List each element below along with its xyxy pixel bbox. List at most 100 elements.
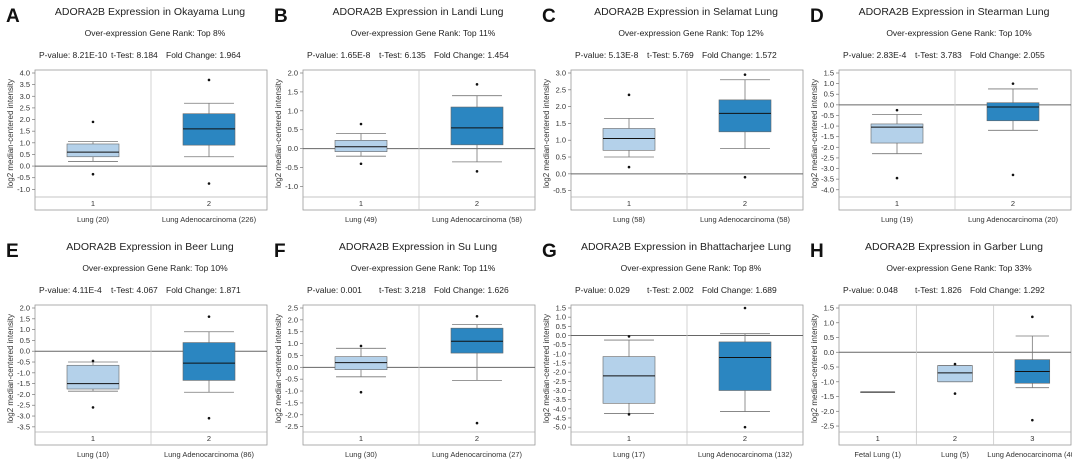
y-tick-label: -0.5 [821, 363, 834, 372]
y-tick-label: -0.5 [17, 358, 30, 367]
panel-h: H ADORA2B Expression in Garber Lung Over-e… [804, 235, 1072, 470]
box [450, 106, 504, 146]
y-axis-label: log2 median-centered intensity [542, 79, 551, 188]
outlier-point [91, 359, 95, 363]
t-test: t-Test: 6.135 [379, 50, 426, 60]
outlier-point [895, 176, 899, 180]
y-tick-label: -2.5 [553, 377, 566, 386]
group-label: Lung (20) [77, 215, 110, 224]
outlier-point [91, 172, 95, 176]
panel-f: F ADORA2B Expression in Su Lung Over-expre… [268, 235, 536, 470]
y-tick-label: 0.5 [824, 90, 834, 99]
group-index: 2 [475, 434, 479, 443]
outlier-point [1031, 418, 1034, 422]
chart-title: ADORA2B Expression in Landi Lung [332, 6, 503, 18]
y-tick-label: 1.0 [824, 79, 834, 88]
y-tick-label: 1.0 [288, 339, 298, 348]
y-axis-label: log2 median-centered intensity [810, 314, 819, 423]
group-index: 1 [359, 199, 363, 208]
y-tick-label: 1.5 [20, 127, 30, 136]
box [182, 342, 236, 381]
y-tick-label: 1.0 [288, 106, 298, 115]
gene-rank: Over-expression Gene Rank: Top 33% [886, 263, 1032, 273]
y-tick-label: 1.5 [824, 69, 834, 78]
outlier-point [359, 390, 363, 394]
fold-change: Fold Change: 1.964 [166, 50, 241, 60]
p-value: P-value: 0.029 [575, 285, 630, 295]
panel-label: G [542, 241, 557, 262]
y-tick-label: -3.5 [553, 395, 566, 404]
outlier-point [1031, 315, 1034, 319]
group-label: Lung (19) [881, 215, 914, 224]
box [718, 341, 772, 391]
box [870, 123, 924, 144]
outlier-point [743, 306, 747, 310]
y-tick-label: 1.5 [20, 314, 30, 323]
y-tick-label: 0.5 [20, 150, 30, 159]
y-axis-label: log2 median-centered intensity [6, 79, 15, 188]
outlier-point [1011, 82, 1015, 85]
y-tick-label: 1.5 [556, 304, 566, 313]
fold-change: Fold Change: 1.454 [434, 50, 509, 60]
y-tick-label: 0.0 [288, 363, 298, 372]
panel-label: H [810, 241, 824, 262]
outlier-point [627, 335, 631, 338]
y-tick-label: 3.5 [20, 80, 30, 89]
y-tick-label: 0.5 [288, 351, 298, 360]
group-index: 1 [627, 199, 631, 208]
outlier-point [475, 83, 479, 86]
group-label: Lung (10) [77, 450, 110, 459]
panel-d: D ADORA2B Expression in Stearman Lung Over… [804, 0, 1072, 235]
t-test: t-Test: 2.002 [647, 285, 694, 295]
y-tick-label: 2.5 [288, 304, 298, 313]
panel-g: G ADORA2B Expression in Bhattacharjee Lun… [536, 235, 804, 470]
fold-change: Fold Change: 1.572 [702, 50, 777, 60]
y-tick-label: 0.0 [556, 169, 566, 178]
y-tick-label: 2.5 [20, 103, 30, 112]
chart-title: ADORA2B Expression in Garber Lung [865, 241, 1043, 253]
y-tick-label: 2.0 [288, 69, 298, 78]
group-index: 2 [1011, 199, 1015, 208]
t-test: t-Test: 4.067 [111, 285, 158, 295]
group-index: 2 [207, 434, 211, 443]
boxplot-chart: H ADORA2B Expression in Garber Lung Over-e… [810, 241, 1072, 459]
box [66, 143, 120, 158]
y-axis-label: log2 median-centered intensity [542, 314, 551, 423]
boxplot-chart: G ADORA2B Expression in Bhattacharjee Lun… [542, 241, 804, 459]
y-tick-label: 0.5 [824, 333, 834, 342]
y-tick-label: 1.5 [288, 87, 298, 96]
t-test: t-Test: 1.826 [915, 285, 962, 295]
group-label: Lung Adenocarcinoma (20) [968, 215, 1059, 224]
p-value: P-value: 4.11E-4 [39, 285, 102, 295]
group-index: 1 [91, 199, 95, 208]
y-tick-label: -0.5 [821, 111, 834, 120]
y-tick-label: 3.0 [20, 92, 30, 101]
chart-title: ADORA2B Expression in Okayama Lung [55, 6, 245, 18]
boxplot-chart: D ADORA2B Expression in Stearman Lung Over… [810, 6, 1072, 224]
group-label: Lung (5) [941, 450, 969, 459]
group-index: 1 [91, 434, 95, 443]
y-tick-label: -2.0 [285, 410, 298, 419]
y-tick-label: -3.5 [17, 422, 30, 431]
outlier-point [91, 120, 95, 124]
y-tick-label: 0.0 [824, 348, 834, 357]
chart-title: ADORA2B Expression in Stearman Lung [859, 6, 1050, 18]
t-test: t-Test: 3.218 [379, 285, 426, 295]
t-test: t-Test: 3.783 [915, 50, 962, 60]
outlier-point [207, 78, 211, 82]
group-label: Lung (49) [345, 215, 378, 224]
y-tick-label: 1.0 [556, 136, 566, 145]
group-index: 1 [627, 434, 631, 443]
y-tick-label: -3.0 [553, 386, 566, 395]
panel-c: C ADORA2B Expression in Selamat Lung Over-… [536, 0, 804, 235]
p-value: P-value: 0.001 [307, 285, 362, 295]
fold-change: Fold Change: 1.871 [166, 285, 241, 295]
panel-b: B ADORA2B Expression in Landi Lung Over-ex… [268, 0, 536, 235]
fold-change: Fold Change: 2.055 [970, 50, 1045, 60]
boxplot-chart: C ADORA2B Expression in Selamat Lung Over-… [542, 6, 804, 224]
y-tick-label: 1.0 [20, 325, 30, 334]
group-label: Fetal Lung (1) [854, 450, 901, 459]
box [334, 140, 388, 152]
group-label: Lung Adenocarcinoma (58) [700, 215, 791, 224]
